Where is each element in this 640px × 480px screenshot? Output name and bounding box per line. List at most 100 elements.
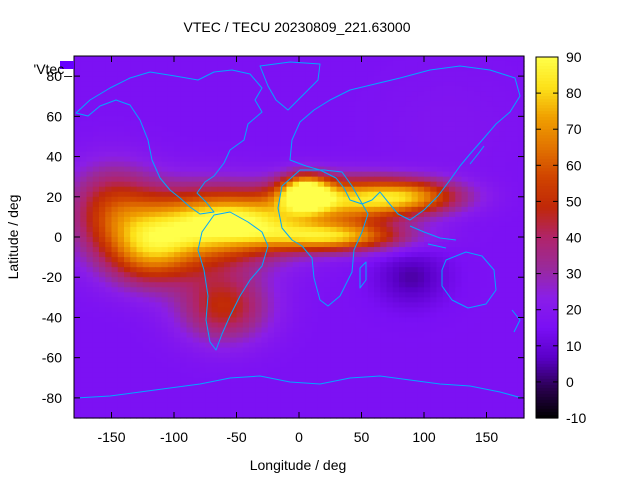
heatmap-cell <box>330 377 338 384</box>
heatmap-cell <box>324 121 331 127</box>
heatmap-cell <box>105 287 113 293</box>
heatmap-cell <box>261 121 269 127</box>
heatmap-cell <box>399 226 406 233</box>
heatmap-cell <box>380 156 388 163</box>
heatmap-cell <box>236 342 244 349</box>
heatmap-cell <box>324 131 331 138</box>
heatmap-cell <box>392 96 400 102</box>
heatmap-cell <box>111 317 119 324</box>
heatmap-cell <box>80 126 88 133</box>
heatmap-cell <box>205 76 213 82</box>
heatmap-cell <box>149 151 156 158</box>
heatmap-cell <box>417 332 425 339</box>
heatmap-cell <box>505 116 513 122</box>
heatmap-cell <box>192 96 200 102</box>
heatmap-cell <box>342 201 350 208</box>
heatmap-cell <box>424 126 431 133</box>
heatmap-cell <box>474 332 481 339</box>
heatmap-cell <box>74 71 81 77</box>
heatmap-cell <box>311 131 319 138</box>
heatmap-cell <box>411 302 419 308</box>
heatmap-cell <box>305 141 313 148</box>
heatmap-cell <box>224 151 231 158</box>
heatmap-cell <box>242 231 250 238</box>
heatmap-cell <box>461 357 469 364</box>
heatmap-cell <box>136 317 144 324</box>
heatmap-cell <box>124 307 131 314</box>
heatmap-cell <box>149 141 156 148</box>
heatmap-cell <box>449 66 456 72</box>
heatmap-cell <box>80 176 88 183</box>
heatmap-cell <box>180 322 188 329</box>
heatmap-cell <box>336 171 344 178</box>
heatmap-cell <box>199 211 206 218</box>
heatmap-cell <box>355 292 363 298</box>
heatmap-cell <box>355 196 363 203</box>
heatmap-cell <box>424 327 431 334</box>
heatmap-cell <box>455 352 463 359</box>
heatmap-cell <box>86 282 94 288</box>
heatmap-cell <box>174 191 181 198</box>
heatmap-cell <box>174 257 181 263</box>
heatmap-cell <box>249 397 256 404</box>
heatmap-cell <box>499 292 506 298</box>
heatmap-cell <box>324 332 331 339</box>
heatmap-cell <box>424 387 431 394</box>
heatmap-cell <box>92 287 100 293</box>
heatmap-cell <box>92 161 100 168</box>
heatmap-cell <box>442 302 450 308</box>
heatmap-cell <box>480 317 488 324</box>
heatmap-cell <box>436 136 444 143</box>
heatmap-cell <box>255 176 263 183</box>
heatmap-cell <box>349 221 356 228</box>
heatmap-cell <box>161 372 169 379</box>
heatmap-cell <box>492 317 500 324</box>
heatmap-cell <box>199 96 206 102</box>
heatmap-cell <box>380 81 388 87</box>
heatmap-cell <box>436 267 444 273</box>
heatmap-cell <box>424 156 431 163</box>
heatmap-cell <box>399 86 406 92</box>
heatmap-cell <box>255 196 263 203</box>
heatmap-cell <box>474 221 481 228</box>
heatmap-cell <box>349 136 356 143</box>
heatmap-cell <box>342 282 350 288</box>
heatmap-cell <box>130 357 138 364</box>
heatmap-cell <box>274 382 281 389</box>
heatmap-cell <box>455 81 463 87</box>
heatmap-cell <box>305 277 313 283</box>
heatmap-cell <box>355 362 363 369</box>
heatmap-cell <box>92 111 100 117</box>
heatmap-cell <box>180 201 188 208</box>
heatmap-cell <box>442 347 450 354</box>
heatmap-cell <box>424 216 431 223</box>
heatmap-cell <box>411 252 419 258</box>
heatmap-cell <box>342 272 350 278</box>
heatmap-cell <box>217 181 225 188</box>
heatmap-cell <box>386 121 394 127</box>
heatmap-cell <box>436 237 444 243</box>
heatmap-cell <box>505 191 513 198</box>
heatmap-cell <box>117 116 125 122</box>
heatmap-cell <box>92 397 100 404</box>
heatmap-cell <box>174 126 181 133</box>
heatmap-cell <box>411 262 419 268</box>
heatmap-cell <box>361 106 369 112</box>
heatmap-cell <box>242 257 250 263</box>
heatmap-cell <box>242 176 250 183</box>
heatmap-cell <box>336 126 344 133</box>
heatmap-cell <box>386 211 394 218</box>
heatmap-cell <box>405 156 413 163</box>
heatmap-cell <box>355 317 363 324</box>
heatmap-cell <box>311 312 319 319</box>
heatmap-cell <box>330 272 338 278</box>
heatmap-cell <box>317 242 325 248</box>
heatmap-cell <box>217 252 225 258</box>
heatmap-cell <box>267 186 275 193</box>
heatmap-cell <box>361 347 369 354</box>
heatmap-cell <box>74 141 81 148</box>
heatmap-cell <box>274 252 281 258</box>
heatmap-cell <box>386 196 394 203</box>
heatmap-cell <box>249 302 256 308</box>
heatmap-cell <box>249 61 256 67</box>
